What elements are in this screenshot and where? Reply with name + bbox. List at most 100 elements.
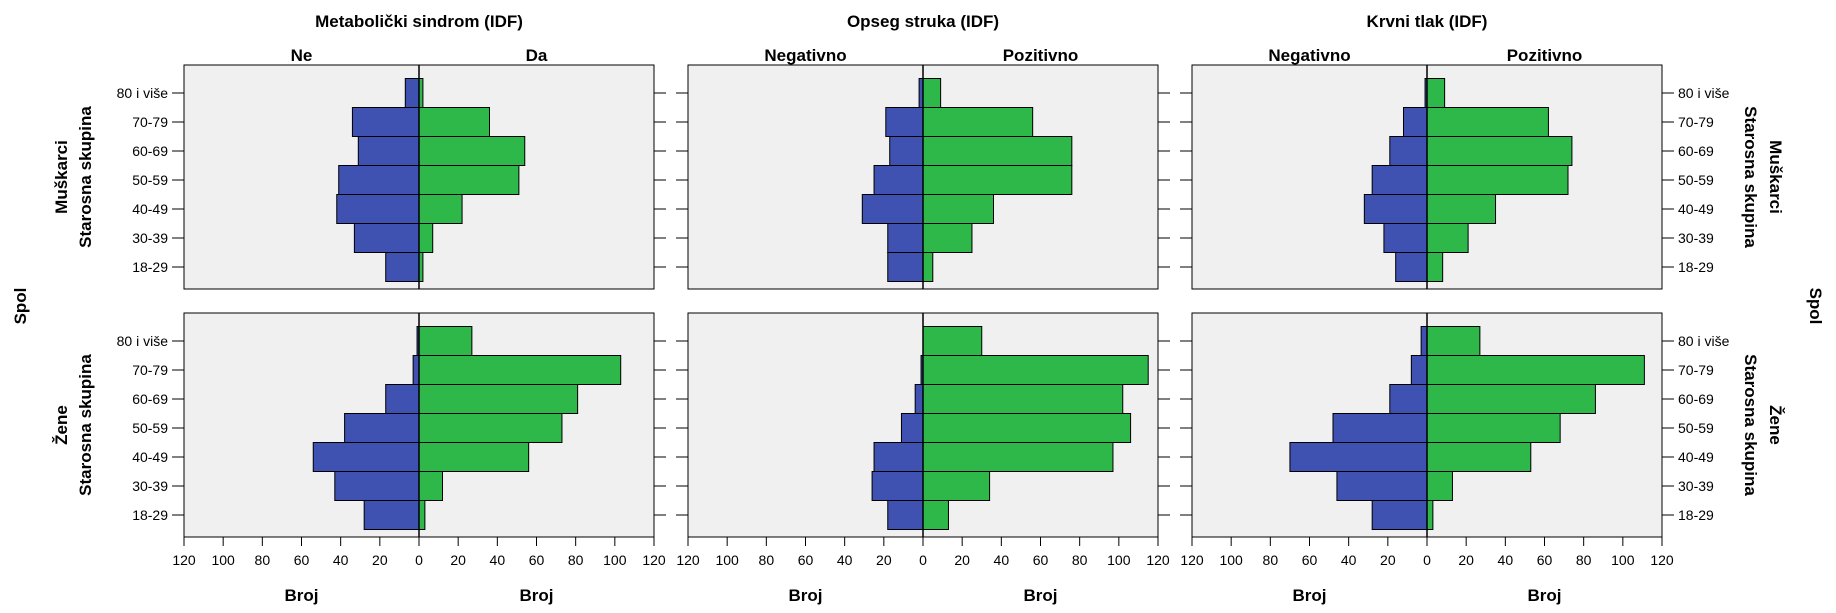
category-label-right: 30-39 — [1678, 230, 1714, 246]
x-tick-label: 20 — [372, 552, 388, 568]
category-label-left: 18-29 — [132, 507, 168, 523]
bar-negative — [887, 500, 924, 530]
x-tick-label: 20 — [876, 552, 892, 568]
bar-positive — [1426, 223, 1469, 253]
bar-negative — [404, 78, 420, 108]
category-label-left: 18-29 — [132, 259, 168, 275]
bar-positive — [1426, 413, 1561, 443]
bar-negative — [351, 107, 420, 137]
category-label-left: 50-59 — [132, 420, 168, 436]
category-label-left: 50-59 — [132, 172, 168, 188]
x-tick-label: 120 — [1180, 552, 1204, 568]
bar-negative — [353, 223, 420, 253]
bar-negative — [1363, 194, 1428, 224]
row-facet-label-left: Spol — [11, 288, 30, 325]
bar-negative — [1371, 500, 1428, 530]
category-label-right: 70-79 — [1678, 114, 1714, 130]
bar-negative — [1389, 136, 1428, 166]
category-label-left: 70-79 — [132, 114, 168, 130]
bar-positive — [1426, 326, 1481, 356]
bar-positive — [1426, 78, 1446, 108]
x-tick-label: 0 — [415, 552, 423, 568]
x-tick-label: 80 — [1263, 552, 1279, 568]
category-label-right: 80 i više — [1678, 85, 1730, 101]
x-tick-label: 40 — [994, 552, 1010, 568]
bar-positive — [1426, 165, 1569, 195]
positive-side-label: Da — [526, 46, 548, 65]
bar-negative — [1389, 384, 1428, 414]
bar-negative — [357, 136, 420, 166]
x-tick-label: 80 — [1072, 552, 1088, 568]
bar-positive — [1426, 384, 1596, 414]
bar-positive — [418, 355, 622, 385]
bar-positive — [418, 165, 520, 195]
x-tick-label: 120 — [172, 552, 196, 568]
x-tick-label: 40 — [490, 552, 506, 568]
x-tick-label: 120 — [676, 552, 700, 568]
x-tick-label: 60 — [529, 552, 545, 568]
category-label-left: 30-39 — [132, 230, 168, 246]
x-tick-label: 100 — [1219, 552, 1243, 568]
bar-positive — [1426, 136, 1573, 166]
negative-side-label: Ne — [291, 46, 313, 65]
x-tick-label: 60 — [294, 552, 310, 568]
bar-negative — [312, 442, 420, 472]
x-tick-label: 60 — [1033, 552, 1049, 568]
bar-negative — [889, 136, 924, 166]
bar-positive — [1426, 500, 1434, 530]
column-title: Metabolički sindrom (IDF) — [315, 12, 523, 31]
category-label-right: 30-39 — [1678, 478, 1714, 494]
bar-negative — [385, 252, 420, 282]
y-axis-label-left: Starosna skupina — [76, 106, 95, 248]
bar-negative — [914, 384, 924, 414]
category-label-right: 40-49 — [1678, 449, 1714, 465]
category-label-right: 18-29 — [1678, 259, 1714, 275]
category-label-right: 18-29 — [1678, 507, 1714, 523]
negative-side-label: Negativno — [764, 46, 846, 65]
bar-positive — [1426, 471, 1453, 501]
x-axis-label-left: Broj — [1293, 586, 1327, 605]
bar-negative — [338, 165, 420, 195]
category-label-right: 80 i više — [1678, 333, 1730, 349]
x-tick-label: 40 — [837, 552, 853, 568]
bar-negative — [1336, 471, 1428, 501]
x-tick-label: 40 — [1341, 552, 1357, 568]
bar-negative — [385, 384, 420, 414]
x-tick-label: 80 — [1576, 552, 1592, 568]
bar-negative — [334, 471, 420, 501]
y-axis-label-right: Starosna skupina — [1741, 106, 1760, 248]
x-tick-label: 20 — [450, 552, 466, 568]
bar-positive — [418, 384, 579, 414]
y-axis-label-left: Starosna skupina — [76, 354, 95, 496]
bar-negative — [344, 413, 420, 443]
positive-side-label: Pozitivno — [1003, 46, 1079, 65]
bar-positive — [922, 442, 1114, 472]
category-label-right: 60-69 — [1678, 143, 1714, 159]
bar-negative — [336, 194, 420, 224]
bar-positive — [922, 413, 1132, 443]
bar-positive — [922, 471, 991, 501]
x-tick-label: 60 — [1537, 552, 1553, 568]
category-label-left: 80 i više — [117, 333, 169, 349]
x-axis-label-right: Broj — [520, 586, 554, 605]
category-label-right: 50-59 — [1678, 172, 1714, 188]
bar-negative — [871, 471, 924, 501]
bar-negative — [1371, 165, 1428, 195]
category-label-left: 40-49 — [132, 449, 168, 465]
y-axis-label-right: Starosna skupina — [1741, 354, 1760, 496]
bar-positive — [922, 78, 942, 108]
row-label-right: Žene — [1766, 405, 1785, 445]
column-title: Krvni tlak (IDF) — [1367, 12, 1488, 31]
bar-negative — [412, 355, 420, 385]
x-tick-label: 120 — [1146, 552, 1170, 568]
x-tick-label: 100 — [603, 552, 627, 568]
bar-positive — [1426, 194, 1497, 224]
category-label-right: 40-49 — [1678, 201, 1714, 217]
bar-positive — [1426, 107, 1549, 137]
x-tick-label: 80 — [568, 552, 584, 568]
bar-positive — [418, 471, 443, 501]
bar-negative — [885, 107, 924, 137]
x-tick-label: 0 — [1423, 552, 1431, 568]
x-tick-label: 120 — [642, 552, 666, 568]
